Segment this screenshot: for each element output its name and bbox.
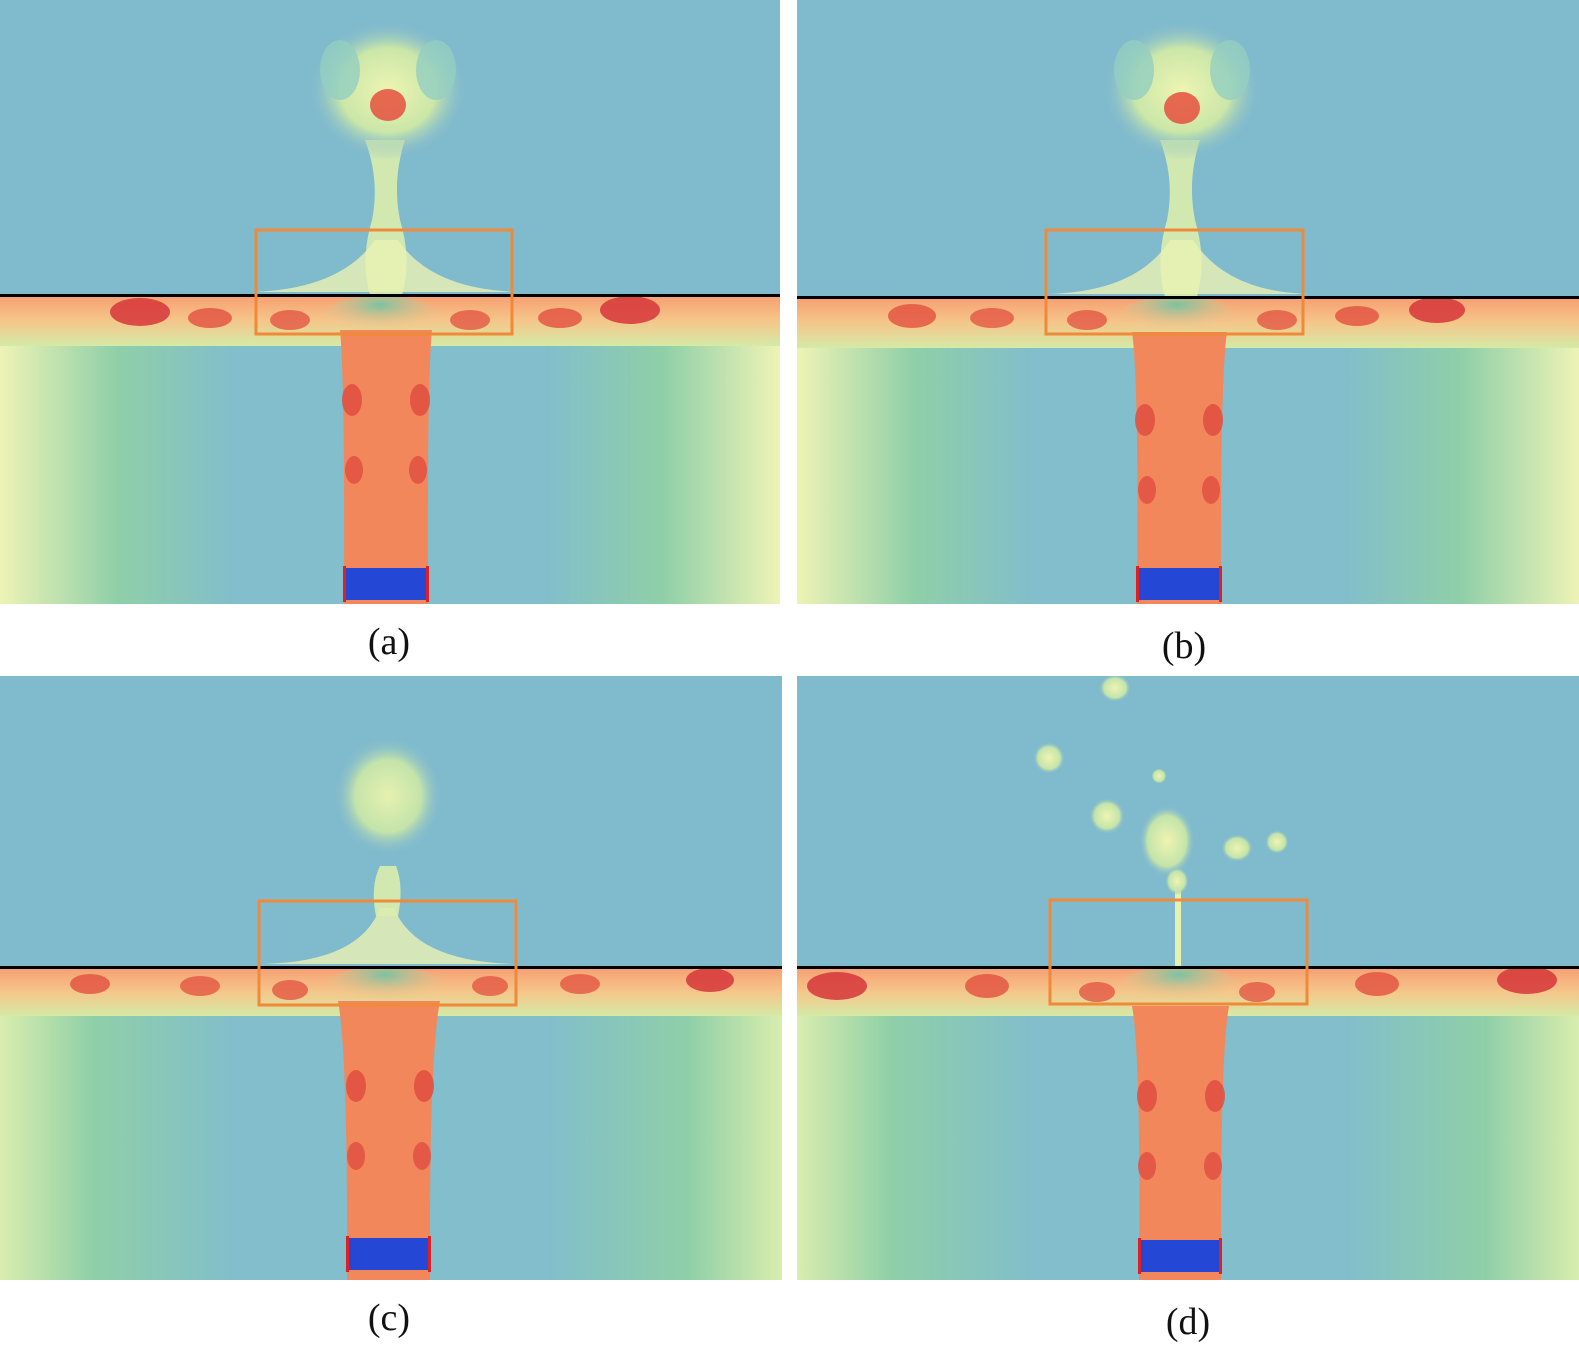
panel-c — [0, 676, 782, 1280]
flow-field-image-b — [797, 0, 1579, 604]
caption-b: (b) — [1161, 625, 1207, 667]
flow-field-image-c — [0, 676, 782, 1280]
panel-d — [797, 676, 1579, 1280]
panel-a — [0, 0, 780, 604]
flow-field-image-a — [0, 0, 780, 604]
caption-d: (d) — [1165, 1301, 1211, 1343]
flow-field-image-d — [797, 676, 1579, 1280]
panel-b — [797, 0, 1579, 604]
caption-a: (a) — [367, 621, 411, 663]
caption-c: (c) — [367, 1297, 411, 1339]
